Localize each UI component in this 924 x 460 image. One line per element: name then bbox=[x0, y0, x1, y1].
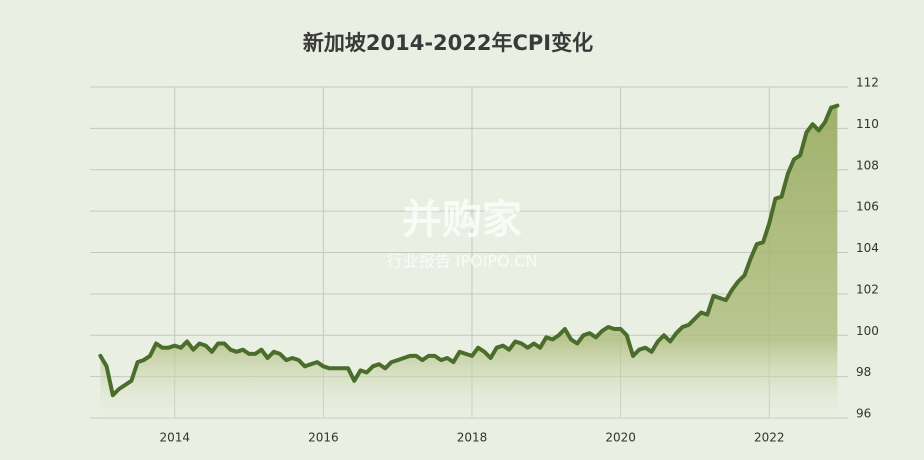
y-tick-label: 102 bbox=[856, 282, 879, 296]
y-tick-label: 106 bbox=[856, 200, 879, 214]
y-tick-label: 108 bbox=[856, 158, 879, 172]
chart-title: 新加坡2014-2022年CPI变化 bbox=[303, 31, 593, 55]
x-tick-label: 2020 bbox=[605, 431, 636, 445]
y-tick-label: 110 bbox=[856, 117, 879, 131]
y-tick-label: 100 bbox=[856, 324, 879, 338]
y-tick-label: 98 bbox=[856, 365, 871, 379]
x-tick-label: 2018 bbox=[457, 431, 488, 445]
watermark-tagline: 行业报告 IPOIPO.CN bbox=[387, 252, 538, 271]
watermark-brand: 并购家 bbox=[402, 197, 522, 243]
y-tick-label: 104 bbox=[856, 241, 879, 255]
y-tick-label: 96 bbox=[856, 407, 871, 421]
x-tick-label: 2022 bbox=[754, 431, 785, 445]
line bbox=[98, 103, 840, 398]
x-tick-label: 2016 bbox=[308, 431, 339, 445]
x-tick-label: 2014 bbox=[159, 431, 190, 445]
y-tick-label: 112 bbox=[856, 76, 879, 90]
plot: 96 98 100 102 104 106 108 110 112 2014 2016 2018 202… bbox=[90, 76, 879, 445]
